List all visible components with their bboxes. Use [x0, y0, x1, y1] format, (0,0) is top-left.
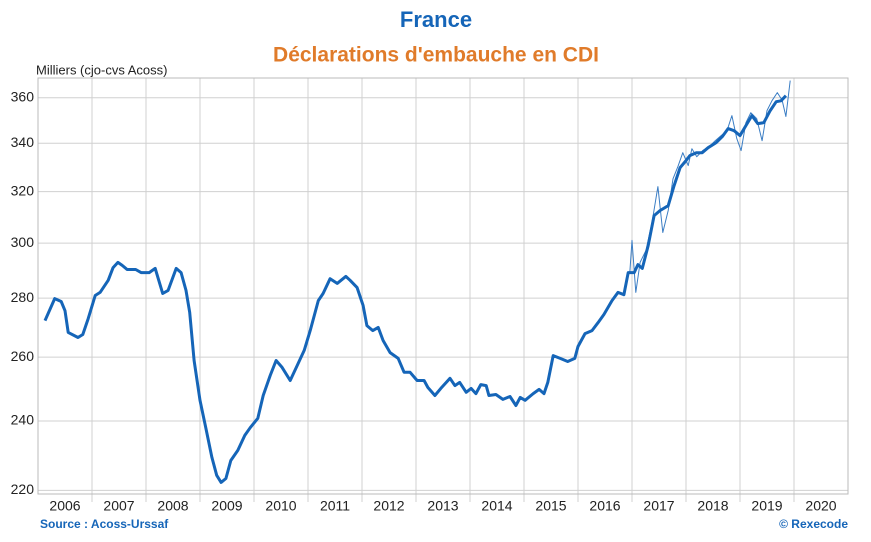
y-tick-label: 320: [11, 182, 35, 198]
x-tick-label: 2014: [481, 498, 512, 514]
x-tick-label: 2009: [211, 498, 242, 514]
chart-subtitle: Déclarations d'embauche en CDI: [273, 44, 599, 67]
x-tick-label: 2010: [265, 498, 296, 514]
y-tick-label: 340: [11, 134, 35, 150]
x-tick-label: 2018: [697, 498, 728, 514]
series-line: [629, 80, 791, 293]
chart-title: France: [400, 7, 472, 32]
x-tick-label: 2007: [103, 498, 134, 514]
y-tick-label: 280: [11, 289, 35, 305]
y-tick-label: 220: [11, 481, 35, 497]
y-axis-label: Milliers (cjo-cvs Acoss): [36, 62, 167, 77]
x-tick-label: 2011: [320, 498, 350, 514]
x-tick-label: 2008: [157, 498, 188, 514]
y-tick-label: 360: [11, 88, 35, 104]
x-tick-label: 2017: [643, 498, 674, 514]
x-tick-label: 2006: [49, 498, 80, 514]
x-tick-label: 2013: [427, 498, 458, 514]
y-tick-label: 300: [11, 234, 35, 250]
source: Source : Acoss-Urssaf: [40, 517, 169, 531]
plot-frame: [37, 77, 849, 495]
y-tick-label: 260: [11, 348, 35, 364]
series-line: [43, 94, 787, 484]
credit: © Rexecode: [779, 517, 848, 531]
y-tick-label: 240: [11, 412, 35, 428]
x-tick-label: 2016: [589, 498, 620, 514]
x-tick-label: 2020: [805, 498, 836, 514]
x-tick-label: 2012: [373, 498, 404, 514]
x-tick-label: 2015: [535, 498, 566, 514]
x-tick-label: 2019: [751, 498, 782, 514]
